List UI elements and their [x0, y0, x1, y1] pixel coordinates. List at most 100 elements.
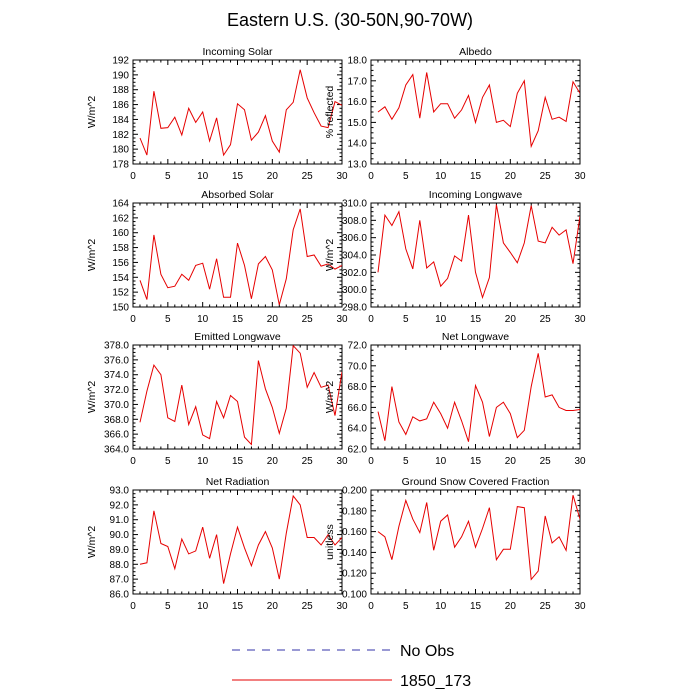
x-tick-label: 25 [302, 314, 314, 325]
x-tick-label: 5 [403, 314, 409, 325]
x-tick-label: 10 [197, 456, 209, 467]
y-tick-label: 18.0 [348, 56, 368, 67]
x-tick-label: 25 [540, 171, 552, 182]
x-tick-label: 15 [470, 314, 482, 325]
y-tick-label: 302.0 [342, 268, 367, 279]
y-axis-label: W/m^2 [86, 96, 98, 129]
x-tick-label: 20 [505, 601, 517, 612]
y-tick-label: 64.0 [348, 424, 368, 435]
x-tick-label: 15 [232, 171, 244, 182]
panel-absorbed-solar: Absorbed SolarW/m^2150152154156158160162… [86, 189, 348, 325]
panel-net-radiation: Net Radiation W/m^2 86.0 87.0 88.0 89.0 90.0 91… [86, 476, 348, 612]
y-tick-label: 89.0 [110, 545, 130, 556]
y-axis-label: W/m^2 [86, 239, 98, 272]
panel-ground-snow-covered-fraction: Ground Snow Covered Fraction unitless 0.10… [324, 476, 586, 612]
y-tick-label: 88.0 [110, 560, 130, 571]
x-tick-label: 5 [403, 171, 409, 182]
y-tick-label: 86.0 [110, 590, 130, 601]
plot-frame [370, 344, 581, 450]
x-tick-label: 0 [130, 171, 136, 182]
x-tick-label: 0 [368, 171, 374, 182]
y-tick-label: 13.0 [348, 160, 368, 171]
y-tick-label: 62.0 [348, 445, 368, 456]
x-tick-label: 15 [232, 456, 244, 467]
x-tick-label: 0 [130, 314, 136, 325]
y-tick-label: 306.0 [342, 233, 367, 244]
series-line-1850-173 [377, 204, 580, 300]
x-tick-label: 0 [368, 314, 374, 325]
y-tick-label: 374.0 [104, 370, 129, 381]
panel-emitted-longwave: Emitted Longwave W/m^2 364.0 366.0 368.0 370.… [86, 331, 348, 467]
x-tick-label: 15 [470, 601, 482, 612]
y-axis-label: W/m^2 [324, 381, 336, 414]
x-tick-label: 15 [470, 456, 482, 467]
legend-label-1850-173: 1850_173 [400, 673, 471, 690]
y-tick-label: 0.160 [342, 527, 367, 538]
y-tick-label: 300.0 [342, 285, 367, 296]
y-tick-label: 72.0 [348, 341, 368, 352]
x-tick-label: 30 [574, 171, 586, 182]
panel-title: Net Radiation [206, 476, 270, 488]
x-tick-label: 0 [368, 601, 374, 612]
y-tick-label: 186 [112, 100, 129, 111]
y-tick-label: 304.0 [342, 251, 367, 262]
y-tick-label: 0.180 [342, 506, 367, 517]
x-tick-label: 30 [336, 456, 348, 467]
panel-title: Net Longwave [442, 331, 509, 343]
x-tick-label: 10 [435, 171, 447, 182]
plot-frame [370, 59, 581, 165]
y-axis-label: W/m^2 [86, 381, 98, 414]
x-tick-label: 5 [403, 601, 409, 612]
series-line-1850-173 [377, 495, 580, 581]
plot-frame [132, 202, 343, 308]
x-tick-label: 20 [505, 171, 517, 182]
y-tick-label: 308.0 [342, 216, 367, 227]
y-tick-label: 91.0 [110, 515, 130, 526]
x-tick-label: 20 [267, 456, 279, 467]
x-tick-label: 20 [267, 601, 279, 612]
y-tick-label: 370.0 [104, 400, 129, 411]
panel-incoming-longwave: Incoming Longwave W/m^2 298.0 300.0 302.0 304… [324, 189, 586, 325]
y-tick-label: 15.0 [348, 118, 368, 129]
x-tick-label: 15 [470, 171, 482, 182]
x-tick-label: 30 [574, 601, 586, 612]
y-tick-label: 90.0 [110, 530, 130, 541]
x-tick-label: 10 [435, 456, 447, 467]
x-tick-label: 20 [267, 314, 279, 325]
panel-title: Incoming Solar [202, 46, 273, 58]
x-tick-label: 10 [435, 314, 447, 325]
x-tick-label: 30 [574, 456, 586, 467]
x-tick-label: 30 [574, 314, 586, 325]
x-tick-label: 0 [130, 601, 136, 612]
y-tick-label: 182 [112, 130, 129, 141]
y-tick-label: 368.0 [104, 415, 129, 426]
y-tick-label: 17.0 [348, 76, 368, 87]
y-tick-label: 0.100 [342, 590, 367, 601]
panel-title: Absorbed Solar [201, 189, 274, 201]
x-tick-label: 0 [130, 456, 136, 467]
x-tick-label: 0 [368, 456, 374, 467]
y-tick-label: 366.0 [104, 430, 129, 441]
y-tick-label: 378.0 [104, 341, 129, 352]
series-line-1850-173 [377, 72, 580, 149]
x-tick-label: 5 [165, 601, 171, 612]
y-tick-label: 178 [112, 160, 129, 171]
y-axis-label: W/m^2 [86, 526, 98, 559]
x-tick-label: 30 [336, 601, 348, 612]
series-line-1850-173 [139, 494, 342, 584]
x-tick-label: 5 [403, 456, 409, 467]
y-axis-label: W/m^2 [324, 239, 336, 272]
x-tick-label: 25 [540, 314, 552, 325]
panel-incoming-solar: Incoming Solar W/m^2 178 180 182 184 186 188 190… [86, 46, 348, 182]
panel-net-longwave: Net Longwave W/m^2 62.0 64.0 66.0 68.0 70.0 72.… [324, 331, 586, 467]
y-tick-label: 87.0 [110, 575, 130, 586]
x-tick-label: 25 [302, 601, 314, 612]
y-tick-label: 93.0 [110, 486, 130, 497]
y-tick-label: 376.0 [104, 355, 129, 366]
y-tick-label: 66.0 [348, 403, 368, 414]
x-tick-label: 5 [165, 314, 171, 325]
y-tick-label: 16.0 [348, 97, 368, 108]
y-tick-label: 70.0 [348, 361, 368, 372]
y-tick-label: 92.0 [110, 500, 130, 511]
